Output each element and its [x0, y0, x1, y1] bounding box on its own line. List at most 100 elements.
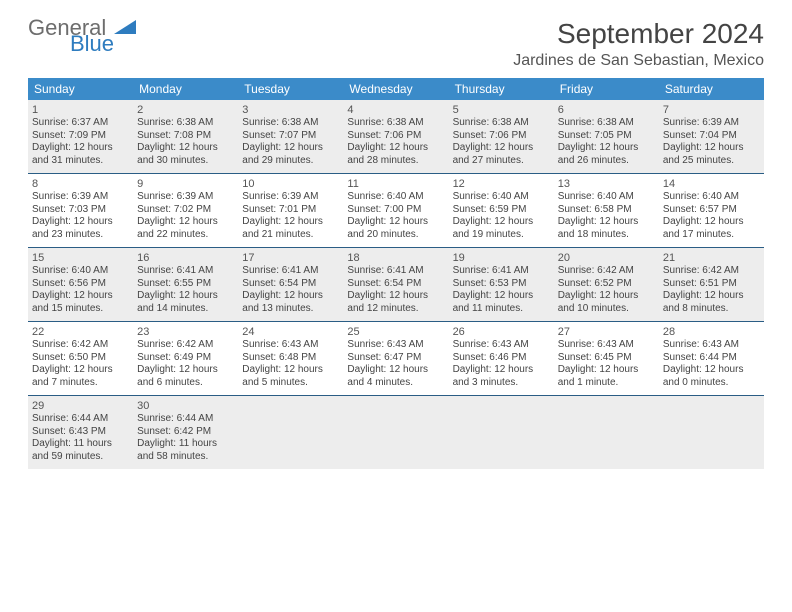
- day-cell: 13Sunrise: 6:40 AMSunset: 6:58 PMDayligh…: [554, 174, 659, 247]
- day-info: Sunrise: 6:40 AMSunset: 6:59 PMDaylight:…: [453, 191, 550, 241]
- day-number: 4: [347, 104, 444, 116]
- day-info: Sunrise: 6:43 AMSunset: 6:46 PMDaylight:…: [453, 339, 550, 389]
- sunset-line: Sunset: 7:01 PM: [242, 204, 339, 217]
- day-info: Sunrise: 6:41 AMSunset: 6:54 PMDaylight:…: [347, 265, 444, 315]
- sunrise-line: Sunrise: 6:40 AM: [453, 191, 550, 204]
- day-info: Sunrise: 6:38 AMSunset: 7:08 PMDaylight:…: [137, 117, 234, 167]
- day-of-week-row: SundayMondayTuesdayWednesdayThursdayFrid…: [28, 78, 764, 100]
- day-cell: 2Sunrise: 6:38 AMSunset: 7:08 PMDaylight…: [133, 100, 238, 173]
- daylight-line: Daylight: 12 hours and 20 minutes.: [347, 216, 444, 241]
- day-cell: 1Sunrise: 6:37 AMSunset: 7:09 PMDaylight…: [28, 100, 133, 173]
- day-cell: 29Sunrise: 6:44 AMSunset: 6:43 PMDayligh…: [28, 396, 133, 469]
- day-number: 29: [32, 400, 129, 412]
- day-number: 9: [137, 178, 234, 190]
- sunset-line: Sunset: 6:44 PM: [663, 352, 760, 365]
- sunset-line: Sunset: 6:50 PM: [32, 352, 129, 365]
- day-cell: [449, 396, 554, 469]
- day-cell: 22Sunrise: 6:42 AMSunset: 6:50 PMDayligh…: [28, 322, 133, 395]
- sunrise-line: Sunrise: 6:38 AM: [558, 117, 655, 130]
- sunrise-line: Sunrise: 6:43 AM: [453, 339, 550, 352]
- day-info: Sunrise: 6:38 AMSunset: 7:05 PMDaylight:…: [558, 117, 655, 167]
- sunset-line: Sunset: 6:54 PM: [347, 278, 444, 291]
- daylight-line: Daylight: 12 hours and 11 minutes.: [453, 290, 550, 315]
- day-info: Sunrise: 6:40 AMSunset: 7:00 PMDaylight:…: [347, 191, 444, 241]
- daylight-line: Daylight: 12 hours and 17 minutes.: [663, 216, 760, 241]
- day-info: Sunrise: 6:44 AMSunset: 6:42 PMDaylight:…: [137, 413, 234, 463]
- day-cell: [343, 396, 448, 469]
- day-cell: 23Sunrise: 6:42 AMSunset: 6:49 PMDayligh…: [133, 322, 238, 395]
- sunrise-line: Sunrise: 6:40 AM: [663, 191, 760, 204]
- day-number: 17: [242, 252, 339, 264]
- daylight-line: Daylight: 12 hours and 23 minutes.: [32, 216, 129, 241]
- sunset-line: Sunset: 6:53 PM: [453, 278, 550, 291]
- day-cell: 24Sunrise: 6:43 AMSunset: 6:48 PMDayligh…: [238, 322, 343, 395]
- sunset-line: Sunset: 6:45 PM: [558, 352, 655, 365]
- day-cell: 19Sunrise: 6:41 AMSunset: 6:53 PMDayligh…: [449, 248, 554, 321]
- sunset-line: Sunset: 6:56 PM: [32, 278, 129, 291]
- day-info: Sunrise: 6:42 AMSunset: 6:49 PMDaylight:…: [137, 339, 234, 389]
- sunrise-line: Sunrise: 6:39 AM: [32, 191, 129, 204]
- daylight-line: Daylight: 12 hours and 27 minutes.: [453, 142, 550, 167]
- day-info: Sunrise: 6:40 AMSunset: 6:57 PMDaylight:…: [663, 191, 760, 241]
- day-cell: 18Sunrise: 6:41 AMSunset: 6:54 PMDayligh…: [343, 248, 448, 321]
- sunrise-line: Sunrise: 6:43 AM: [663, 339, 760, 352]
- daylight-line: Daylight: 12 hours and 13 minutes.: [242, 290, 339, 315]
- location: Jardines de San Sebastian, Mexico: [513, 52, 764, 70]
- daylight-line: Daylight: 12 hours and 26 minutes.: [558, 142, 655, 167]
- day-number: 25: [347, 326, 444, 338]
- sunset-line: Sunset: 7:05 PM: [558, 130, 655, 143]
- day-number: 22: [32, 326, 129, 338]
- day-number: 10: [242, 178, 339, 190]
- daylight-line: Daylight: 12 hours and 5 minutes.: [242, 364, 339, 389]
- day-number: 19: [453, 252, 550, 264]
- day-cell: 21Sunrise: 6:42 AMSunset: 6:51 PMDayligh…: [659, 248, 764, 321]
- day-number: 7: [663, 104, 760, 116]
- day-info: Sunrise: 6:37 AMSunset: 7:09 PMDaylight:…: [32, 117, 129, 167]
- sunrise-line: Sunrise: 6:38 AM: [242, 117, 339, 130]
- day-info: Sunrise: 6:39 AMSunset: 7:03 PMDaylight:…: [32, 191, 129, 241]
- sunset-line: Sunset: 6:42 PM: [137, 426, 234, 439]
- daylight-line: Daylight: 12 hours and 7 minutes.: [32, 364, 129, 389]
- daylight-line: Daylight: 12 hours and 15 minutes.: [32, 290, 129, 315]
- day-cell: 7Sunrise: 6:39 AMSunset: 7:04 PMDaylight…: [659, 100, 764, 173]
- day-info: Sunrise: 6:44 AMSunset: 6:43 PMDaylight:…: [32, 413, 129, 463]
- day-info: Sunrise: 6:42 AMSunset: 6:51 PMDaylight:…: [663, 265, 760, 315]
- day-info: Sunrise: 6:38 AMSunset: 7:06 PMDaylight:…: [453, 117, 550, 167]
- daylight-line: Daylight: 12 hours and 19 minutes.: [453, 216, 550, 241]
- month-title: September 2024: [513, 18, 764, 50]
- daylight-line: Daylight: 12 hours and 29 minutes.: [242, 142, 339, 167]
- day-number: 8: [32, 178, 129, 190]
- sunset-line: Sunset: 7:06 PM: [347, 130, 444, 143]
- daylight-line: Daylight: 12 hours and 31 minutes.: [32, 142, 129, 167]
- sunset-line: Sunset: 6:58 PM: [558, 204, 655, 217]
- daylight-line: Daylight: 11 hours and 58 minutes.: [137, 438, 234, 463]
- day-number: 16: [137, 252, 234, 264]
- sunrise-line: Sunrise: 6:42 AM: [663, 265, 760, 278]
- day-number: 27: [558, 326, 655, 338]
- dow-friday: Friday: [554, 78, 659, 100]
- daylight-line: Daylight: 11 hours and 59 minutes.: [32, 438, 129, 463]
- sunrise-line: Sunrise: 6:38 AM: [347, 117, 444, 130]
- daylight-line: Daylight: 12 hours and 8 minutes.: [663, 290, 760, 315]
- daylight-line: Daylight: 12 hours and 1 minute.: [558, 364, 655, 389]
- daylight-line: Daylight: 12 hours and 18 minutes.: [558, 216, 655, 241]
- sunset-line: Sunset: 6:43 PM: [32, 426, 129, 439]
- day-number: 28: [663, 326, 760, 338]
- day-number: 20: [558, 252, 655, 264]
- dow-saturday: Saturday: [659, 78, 764, 100]
- sunset-line: Sunset: 7:07 PM: [242, 130, 339, 143]
- day-number: 13: [558, 178, 655, 190]
- sunset-line: Sunset: 6:51 PM: [663, 278, 760, 291]
- day-info: Sunrise: 6:41 AMSunset: 6:53 PMDaylight:…: [453, 265, 550, 315]
- day-info: Sunrise: 6:43 AMSunset: 6:47 PMDaylight:…: [347, 339, 444, 389]
- sunrise-line: Sunrise: 6:44 AM: [137, 413, 234, 426]
- day-number: 11: [347, 178, 444, 190]
- sunrise-line: Sunrise: 6:44 AM: [32, 413, 129, 426]
- day-info: Sunrise: 6:43 AMSunset: 6:48 PMDaylight:…: [242, 339, 339, 389]
- day-info: Sunrise: 6:43 AMSunset: 6:44 PMDaylight:…: [663, 339, 760, 389]
- sunset-line: Sunset: 6:54 PM: [242, 278, 339, 291]
- day-cell: 30Sunrise: 6:44 AMSunset: 6:42 PMDayligh…: [133, 396, 238, 469]
- daylight-line: Daylight: 12 hours and 0 minutes.: [663, 364, 760, 389]
- sunset-line: Sunset: 6:57 PM: [663, 204, 760, 217]
- logo-triangle-icon: [114, 19, 136, 35]
